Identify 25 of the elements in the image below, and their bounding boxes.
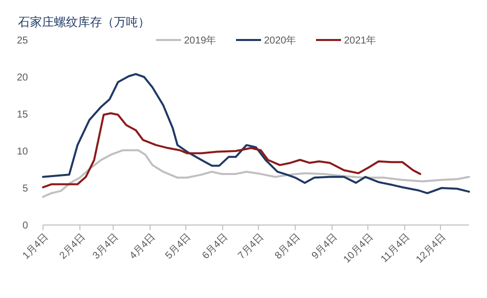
x-tick-label: 1月4日 <box>20 232 51 262</box>
y-tick-label: 5 <box>22 184 28 194</box>
x-tick-label: 5月4日 <box>164 232 194 262</box>
legend-label: 2021年 <box>344 34 376 46</box>
x-tick-label: 4月4日 <box>128 232 158 262</box>
legend-label: 2020年 <box>264 34 296 46</box>
x-tick-label: 8月4日 <box>273 232 303 262</box>
x-tick-label: 11月4日 <box>379 232 412 266</box>
chart-title: 石家庄螺纹库存（万吨） <box>18 15 150 29</box>
line-series <box>42 73 470 194</box>
x-tick-label: 6月4日 <box>200 232 230 262</box>
x-tick-label: 3月4日 <box>91 232 121 262</box>
y-tick-label: 25 <box>16 36 28 46</box>
y-tick-label: 0 <box>22 220 28 232</box>
x-tick-label: 2月4日 <box>58 232 88 262</box>
x-tick-label: 7月4日 <box>236 232 266 262</box>
line-series <box>42 149 470 198</box>
line-series <box>42 112 422 188</box>
x-tick-label: 10月4日 <box>342 232 376 266</box>
y-tick-label: 10 <box>16 146 28 158</box>
x-tick-label: 12月4日 <box>414 232 448 266</box>
legend-label: 2019年 <box>184 34 216 46</box>
y-tick-label: 15 <box>16 110 28 120</box>
x-tick-label: 9月4日 <box>310 232 340 262</box>
y-tick-label: 20 <box>16 72 28 84</box>
